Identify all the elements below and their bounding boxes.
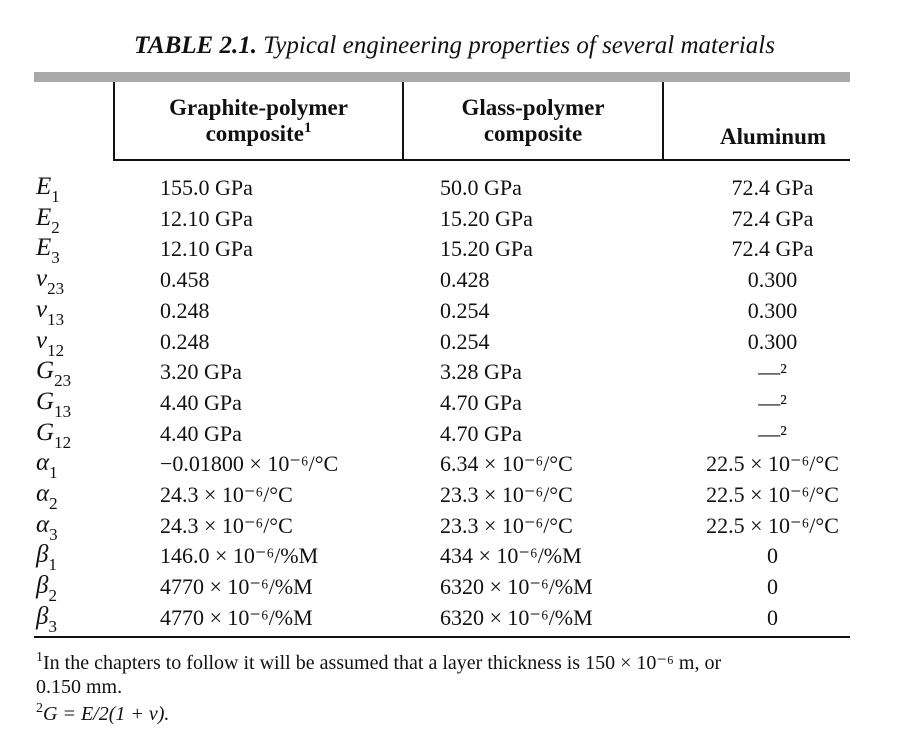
table-cell-c1: 12.10 GPa [160, 236, 253, 262]
table-cell-c3: 22.5 × 10⁻⁶/°C [706, 451, 839, 477]
table-cell-c3: 0.300 [747, 267, 798, 293]
table-label: TABLE 2.1. [134, 32, 257, 59]
table-row: α2 24.3 × 10⁻⁶/°C 23.3 × 10⁻⁶/°C 22.5 × 10⁻… [0, 480, 909, 513]
table-cell-c2: 0.428 [440, 267, 490, 293]
table-row: G12 4.40 GPa 4.70 GPa —² [0, 418, 909, 452]
table-cell-c3: 0 [767, 574, 778, 600]
footnote-1: 1In the chapters to follow it will be as… [36, 651, 721, 699]
header-graphite-line2: composite1 [205, 120, 312, 147]
table-cell-c3: 22.5 × 10⁻⁶/°C [706, 482, 839, 507]
table-cell-c1: 0.458 [160, 267, 210, 293]
property-symbol: α2 [36, 480, 58, 513]
table-cell-c1: 155.0 GPa [160, 175, 253, 200]
table-cell-c2: 15.20 GPa [440, 236, 533, 262]
property-symbol: α1 [36, 449, 58, 483]
table-cell-c3: —² [758, 420, 787, 446]
footnote-1-continuation: 0.150 mm. [36, 676, 123, 698]
table-cell-c2: 434 × 10⁻⁶/%M [440, 543, 582, 569]
property-symbol: ν23 [36, 265, 65, 299]
header-rule [113, 159, 850, 161]
property-symbol: E1 [36, 173, 60, 206]
header-glass-line2: composite [483, 121, 583, 146]
table-bottom-rule [34, 636, 850, 638]
table-row: E3 12.10 GPa 15.20 GPa 72.4 GPa [0, 234, 909, 268]
table-cell-c1: 0.248 [160, 297, 210, 323]
property-symbol: G12 [36, 418, 72, 452]
header-graphite-line1: Graphite-polymer [169, 95, 348, 120]
table-cell-c3: 72.4 GPa [731, 205, 814, 231]
footnote-1-text: In the chapters to follow it will be ass… [43, 652, 722, 674]
table-row: E1 155.0 GPa 50.0 GPa 72.4 GPa [0, 173, 909, 206]
table-cell-c1: 4.40 GPa [160, 389, 242, 415]
table-row: β1 146.0 × 10⁻⁶/%M 434 × 10⁻⁶/%M 0 [0, 541, 909, 575]
property-symbol: α3 [36, 510, 58, 544]
table-cell-c1: 4770 × 10⁻⁶/%M [160, 574, 313, 600]
property-symbol: ν12 [36, 326, 65, 360]
table-cell-c3: —² [758, 389, 787, 415]
table-cell-c3: 0.300 [747, 297, 798, 323]
footnote-2-text: G = E/2(1 + ν). [43, 703, 170, 725]
table-cell-c3: 72.4 GPa [731, 175, 814, 200]
header-glass-line1: Glass-polymer [461, 95, 605, 120]
table-cell-c2: 0.254 [440, 297, 490, 323]
property-symbol: E2 [36, 203, 60, 237]
property-symbol: β2 [36, 572, 57, 606]
table-cell-c1: 3.20 GPa [160, 359, 242, 385]
table-cell-c2: 3.28 GPa [440, 359, 522, 385]
property-symbol: G13 [36, 387, 72, 421]
table-row: ν13 0.248 0.254 0.300 [0, 295, 909, 329]
property-symbol: E3 [36, 234, 60, 268]
footnote-1-mark: 1 [36, 650, 43, 665]
footnote-1-marker: 1 [303, 120, 312, 136]
footnote-2: 2G = E/2(1 + ν). [36, 702, 169, 726]
table-cell-c3: 0 [767, 604, 778, 630]
column-divider-2 [402, 82, 404, 160]
table-row: ν23 0.458 0.428 0.300 [0, 265, 909, 299]
table-cell-c3: 0.300 [747, 328, 798, 354]
table-row: β2 4770 × 10⁻⁶/%M 6320 × 10⁻⁶/%M 0 [0, 572, 909, 606]
property-symbol: G23 [36, 357, 72, 391]
header-aluminum: Aluminum [719, 124, 827, 149]
table-cell-c1: 0.248 [160, 328, 210, 354]
table-row: β3 4770 × 10⁻⁶/%M 6320 × 10⁻⁶/%M 0 [0, 602, 909, 636]
table-caption: TABLE 2.1. Typical engineering propertie… [0, 32, 909, 60]
table-row: G23 3.20 GPa 3.28 GPa —² [0, 357, 909, 391]
table-row: G13 4.40 GPa 4.70 GPa —² [0, 387, 909, 421]
table-cell-c2: 4.70 GPa [440, 420, 522, 446]
table-top-rule [34, 72, 850, 82]
table-row: α3 24.3 × 10⁻⁶/°C 23.3 × 10⁻⁶/°C 22.5 × 10⁻… [0, 510, 909, 544]
table-cell-c1: 24.3 × 10⁻⁶/°C [160, 512, 293, 538]
table-cell-c2: 0.254 [440, 328, 490, 354]
table-cell-c2: 4.70 GPa [440, 389, 522, 415]
table-cell-c2: 6320 × 10⁻⁶/%M [440, 574, 593, 600]
header-glass-polymer: Glass-polymer composite [404, 95, 662, 147]
column-divider-1 [113, 82, 115, 160]
table-cell-c1: 4.40 GPa [160, 420, 242, 446]
table-row: E2 12.10 GPa 15.20 GPa 72.4 GPa [0, 203, 909, 237]
table-cell-c1: −0.01800 × 10⁻⁶/°C [160, 451, 339, 477]
table-row: α1 −0.01800 × 10⁻⁶/°C 6.34 × 10⁻⁶/°C 22.5 ×… [0, 449, 909, 483]
table-cell-c2: 6320 × 10⁻⁶/%M [440, 604, 593, 630]
property-symbol: β1 [36, 541, 57, 575]
footnote-2-mark: 2 [36, 701, 43, 716]
property-symbol: ν13 [36, 295, 65, 329]
table-cell-c1: 12.10 GPa [160, 205, 253, 231]
table-cell-c2: 23.3 × 10⁻⁶/°C [440, 482, 573, 507]
table-cell-c2: 50.0 GPa [440, 175, 522, 200]
table-cell-c3: 0 [767, 543, 778, 569]
table-cell-c3: 72.4 GPa [731, 236, 814, 262]
column-divider-3 [662, 82, 664, 160]
table-cell-c1: 4770 × 10⁻⁶/%M [160, 604, 313, 630]
property-symbol: β3 [36, 602, 57, 636]
header-graphite-polymer: Graphite-polymer composite1 [115, 95, 402, 147]
table-cell-c2: 6.34 × 10⁻⁶/°C [440, 451, 573, 477]
table-cell-c3: —² [758, 359, 787, 385]
table-cell-c3: 22.5 × 10⁻⁶/°C [706, 512, 839, 538]
table-cell-c1: 146.0 × 10⁻⁶/%M [160, 543, 319, 569]
table-title: Typical engineering properties of severa… [263, 32, 775, 59]
table-row: ν12 0.248 0.254 0.300 [0, 326, 909, 360]
table-cell-c1: 24.3 × 10⁻⁶/°C [160, 482, 293, 507]
table-cell-c2: 23.3 × 10⁻⁶/°C [440, 512, 573, 538]
table-cell-c2: 15.20 GPa [440, 205, 533, 231]
